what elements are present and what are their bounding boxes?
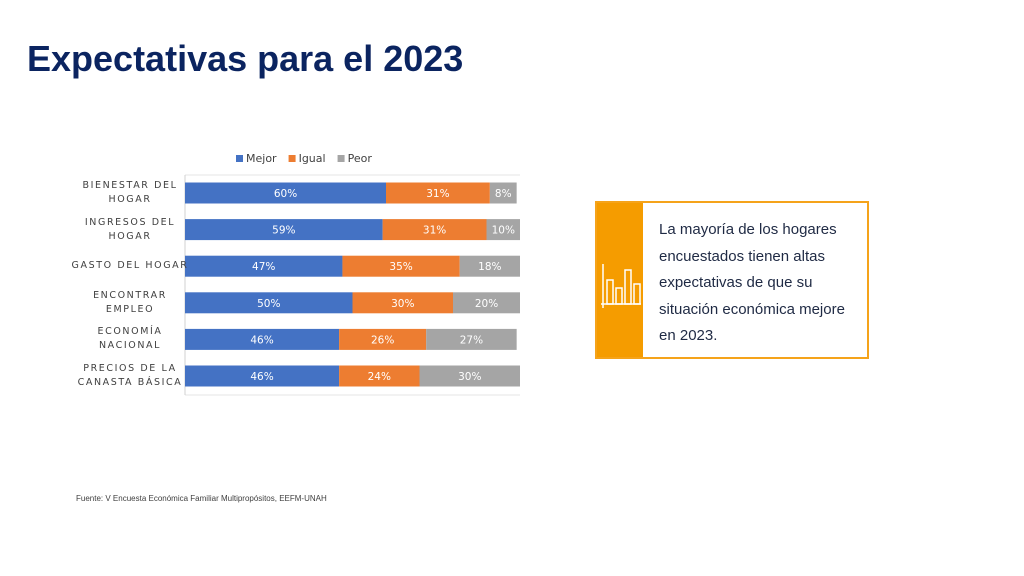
value-label: 59% [272, 225, 295, 237]
bar-segment [426, 328, 517, 350]
legend-swatch [236, 155, 243, 162]
y-tick-label: PRECIOS DE LA CANASTA BÁSICA [77, 363, 183, 388]
bar-segment [382, 219, 487, 241]
y-tick-label: GASTO DEL HOGAR [71, 260, 189, 272]
y-tick-label: INGRESOS DEL HOGAR [84, 216, 176, 242]
value-label: 26% [371, 334, 394, 346]
value-label: 20% [475, 298, 498, 310]
value-label: 30% [391, 298, 414, 310]
bar-segment [352, 292, 453, 314]
value-label: 10% [492, 225, 515, 237]
chart-icon [601, 264, 641, 308]
bar-segment [185, 328, 340, 350]
value-label: 46% [250, 371, 273, 383]
y-tick-label: BIENESTAR DEL HOGAR [82, 180, 178, 205]
bar-segment [339, 328, 427, 350]
value-label: 60% [274, 188, 297, 200]
legend-label: Peor [348, 152, 373, 165]
bar-segment [489, 182, 517, 204]
bar-segment [386, 182, 490, 204]
bar-segment [185, 219, 383, 241]
value-label: 24% [368, 371, 391, 383]
bar-segment [185, 182, 386, 204]
value-label: 35% [389, 261, 412, 273]
legend-label: Igual [299, 152, 326, 165]
y-tick-label: ENCONTRAR EMPLEO [93, 289, 167, 315]
legend-swatch [288, 155, 296, 162]
value-label: 50% [257, 298, 280, 310]
bar-segment [339, 365, 420, 387]
callout-box: La mayoría de los hogares encuestados ti… [595, 201, 869, 359]
value-label: 31% [423, 225, 446, 237]
bar-segment [185, 292, 353, 314]
slide-title: Expectativas para el 2023 [27, 38, 464, 79]
bar-segment [486, 219, 520, 241]
value-label: 30% [458, 371, 481, 383]
legend-label: Mejor [246, 152, 277, 165]
callout-strip [597, 203, 643, 357]
bar-segment [459, 255, 520, 277]
bar-segment [453, 292, 520, 314]
bar-segment [185, 365, 340, 387]
callout-text: La mayoría de los hogares encuestados ti… [659, 221, 845, 344]
bar-segment [419, 365, 520, 387]
value-label: 18% [478, 261, 501, 273]
value-label: 27% [460, 334, 483, 346]
value-label: 8% [495, 188, 512, 200]
y-tick-label: ECONOMÍA NACIONAL [97, 326, 163, 352]
value-label: 47% [252, 261, 275, 273]
value-label: 46% [250, 334, 273, 346]
bar-segment [185, 255, 343, 277]
value-label: 31% [426, 188, 449, 200]
legend-swatch [337, 155, 345, 162]
source-note: Fuente: V Encuesta Económica Familiar Mu… [76, 494, 327, 503]
bar-segment [342, 255, 460, 277]
